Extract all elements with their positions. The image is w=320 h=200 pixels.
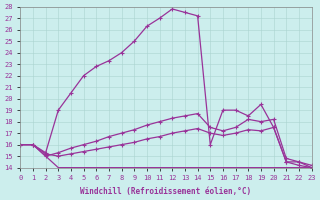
X-axis label: Windchill (Refroidissement éolien,°C): Windchill (Refroidissement éolien,°C): [80, 187, 252, 196]
